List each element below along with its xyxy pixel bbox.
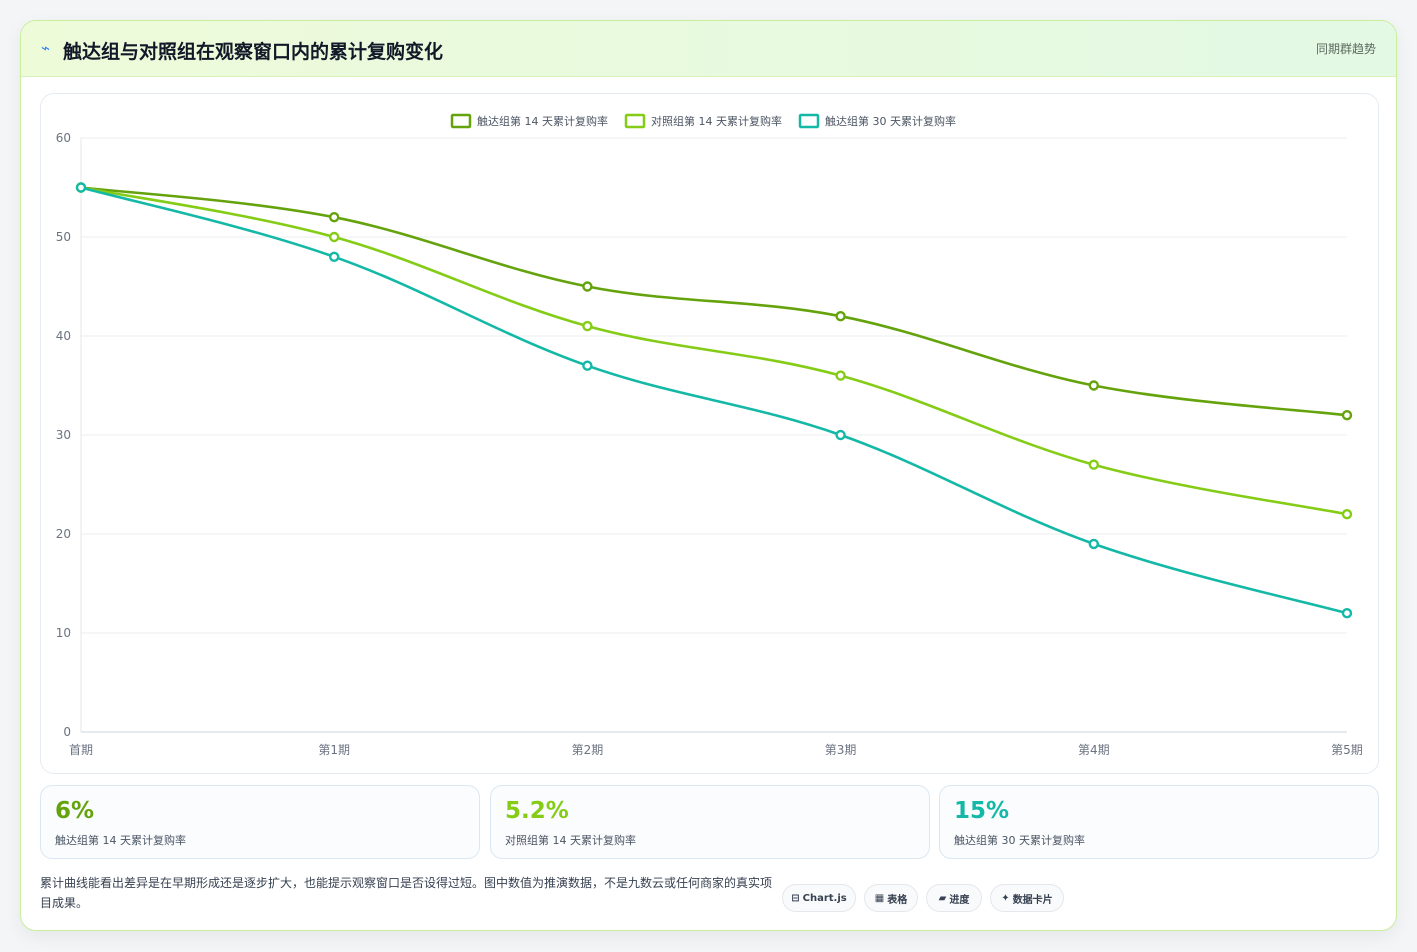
x-tick-label: 第2期 [572, 743, 604, 757]
x-tick-label: 第4期 [1078, 743, 1110, 757]
y-tick-label: 20 [56, 527, 71, 541]
y-tick-label: 10 [56, 626, 71, 640]
legend-swatch-2 [624, 113, 646, 129]
series-3-point [835, 429, 846, 441]
y-tick-label: 40 [56, 329, 71, 343]
series-1-point [329, 211, 340, 223]
legend-swatch-1 [450, 113, 472, 129]
legend-label-1: 触达组第 14 天累计复购率 [477, 114, 608, 128]
chip-label: Chart.js [802, 892, 847, 904]
chip-label: 数据卡片 [1012, 894, 1053, 906]
chip-label: 表格 [887, 894, 908, 906]
sparkle-icon: ✦ [1001, 892, 1010, 904]
x-tick-label: 第5期 [1331, 743, 1363, 757]
progress-icon: ▰ [938, 892, 947, 904]
card-title: 触达组与对照组在观察窗口内的累计复购变化 [63, 41, 444, 63]
y-tick-label: 60 [56, 131, 71, 145]
series-1-point [1341, 410, 1353, 421]
series-3-point [582, 360, 593, 371]
chip-table[interactable]: ▦ 表格 [864, 884, 918, 912]
series-1-point [582, 281, 593, 292]
x-tick-label: 第1期 [318, 743, 350, 757]
y-tick-label: 0 [63, 725, 71, 739]
kpi-label: 触达组第 14 天累计复购率 [55, 834, 186, 847]
series-line-2 [79, 186, 1349, 516]
table-icon: ▦ [874, 892, 885, 904]
chart-panel: 0 10 20 30 40 50 60 首期 第1期 第2期 第3期 第4期 第5期 触达组第 14 天累… [40, 93, 1379, 774]
chip-data-card[interactable]: ✦ 数据卡片 [990, 884, 1064, 912]
header-tag: 同期群趋势 [1315, 42, 1376, 56]
chip-progress[interactable]: ▰ 进度 [926, 884, 982, 912]
kpi-card-control-14: 5.2% 对照组第 14 天累计复购率 [490, 785, 930, 859]
x-tick-label: 首期 [69, 743, 93, 757]
x-tick-label: 第3期 [825, 743, 857, 757]
series-1-point [835, 310, 846, 322]
kpi-label: 触达组第 30 天累计复购率 [954, 834, 1085, 847]
kpi-label: 对照组第 14 天累计复购率 [505, 834, 636, 847]
trend-icon: ⌁ [41, 39, 51, 57]
series-3-point [329, 251, 340, 263]
kpi-value: 5.2% [505, 798, 569, 824]
series-3-point [75, 182, 87, 193]
series-line-3 [79, 186, 1349, 615]
kpi-card-reach-14: 6% 触达组第 14 天累计复购率 [40, 785, 480, 859]
footnote: 累计曲线能看出差异是在早期形成还是逐步扩大，也能提示观察窗口是否设得过短。图中数… [40, 876, 773, 910]
series-3-point [1341, 608, 1353, 619]
chart-icon: ⊟ [791, 892, 800, 904]
chip-label: 进度 [949, 894, 970, 906]
y-tick-label: 30 [56, 428, 71, 442]
kpi-value: 15% [954, 798, 1010, 824]
legend-label-3: 触达组第 30 天累计复购率 [825, 114, 956, 128]
series-1-point [1088, 380, 1100, 391]
series-2-point [582, 320, 593, 332]
line-chart: 0 10 20 30 40 50 60 首期 第1期 第2期 第3期 第4期 第5期 触达组第 14 天累… [56, 113, 1363, 757]
legend-label-2: 对照组第 14 天累计复购率 [651, 114, 782, 128]
series-2-point [1088, 459, 1100, 470]
legend-swatch-3 [798, 113, 820, 129]
y-tick-label: 50 [56, 230, 71, 244]
card-header: ⌁ 触达组与对照组在观察窗口内的累计复购变化 同期群趋势 [21, 21, 1396, 77]
kpi-value: 6% [55, 798, 95, 824]
series-3-point [1088, 538, 1100, 550]
series-2-point [329, 231, 340, 243]
series-2-point [1341, 509, 1353, 520]
chart-card: ⌁ 触达组与对照组在观察窗口内的累计复购变化 同期群趋势 0 10 20 30 40 50… [20, 20, 1397, 931]
kpi-card-reach-30: 15% 触达组第 30 天累计复购率 [939, 785, 1379, 859]
series-2-point [835, 370, 846, 381]
chip-chartjs[interactable]: ⊟ Chart.js [782, 884, 856, 912]
series-line-1 [79, 186, 1349, 417]
